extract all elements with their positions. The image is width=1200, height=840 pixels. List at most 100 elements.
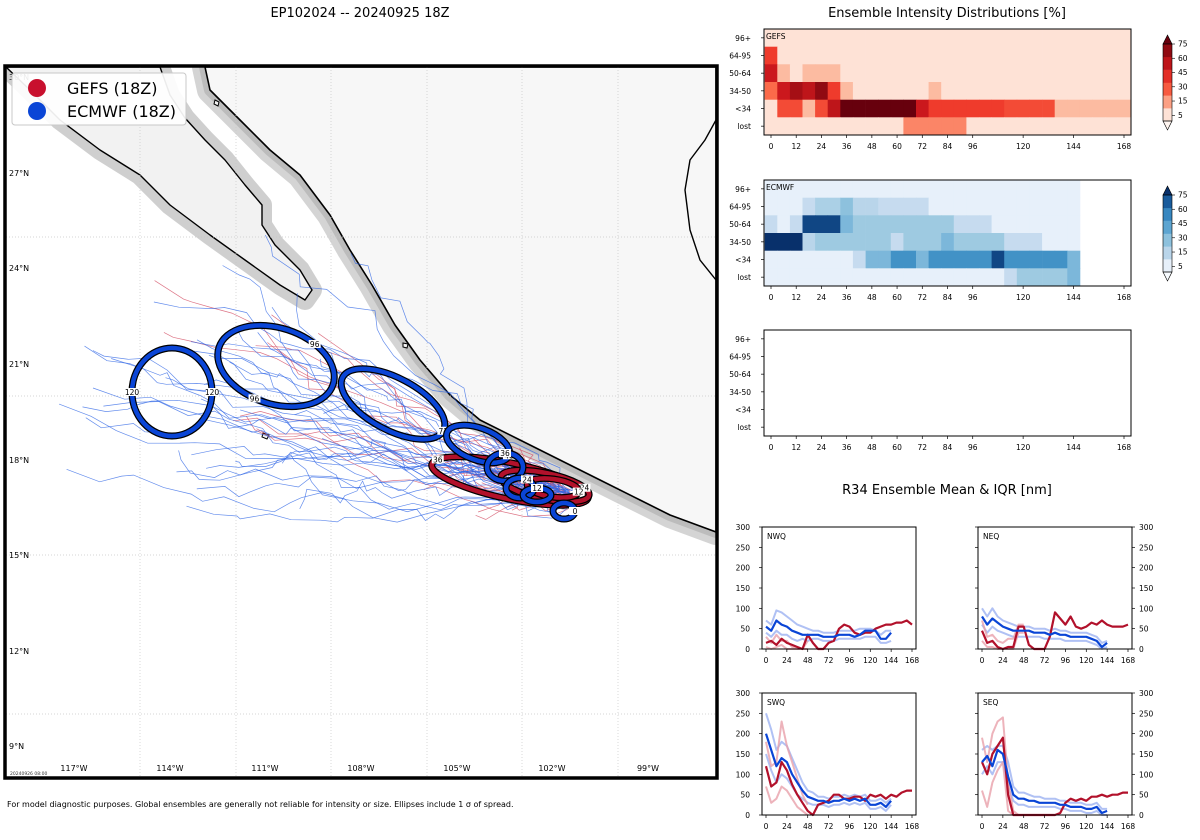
- r34-y-tick: 300: [736, 523, 751, 532]
- r34-x-tick: 24: [998, 656, 1008, 665]
- heatmap-x-tick: 168: [1117, 293, 1132, 302]
- heatmap-x-tick: 60: [892, 142, 902, 151]
- heatmap-cell: [1029, 99, 1043, 118]
- heatmap-x-tick: 24: [817, 293, 827, 302]
- heatmap-x-tick: 84: [943, 142, 953, 151]
- heatmap-cell: [789, 250, 803, 269]
- heatmap-cell: [865, 215, 879, 234]
- heatmap-row-label: 50-64: [729, 220, 751, 229]
- heatmap-cell: [890, 82, 904, 101]
- ellipse-label-bg: [531, 484, 543, 492]
- heatmap-cell: [1004, 268, 1018, 287]
- heatmap-x-tick: 72: [918, 142, 928, 151]
- heatmap-cell: [916, 233, 929, 252]
- heatmap-cell: [789, 46, 803, 65]
- heatmap-cell: [928, 268, 942, 287]
- heatmap-cell: [979, 64, 992, 83]
- heatmap-x-tick: 96: [968, 443, 978, 452]
- heatmap-cell: [1105, 64, 1119, 83]
- heatmap-cell: [764, 268, 778, 287]
- r34-x-tick: 0: [980, 822, 985, 831]
- ellipse-label-bg: [431, 455, 444, 464]
- r34-x-tick: 48: [1019, 822, 1029, 831]
- heatmap-row-label: 64-95: [729, 353, 751, 362]
- heatmap-cell: [1004, 82, 1018, 101]
- r34-x-tick: 24: [998, 822, 1008, 831]
- ecmwf-iqr-line: [765, 753, 892, 812]
- heatmap-cell: [890, 215, 904, 234]
- heatmap-cell: [815, 82, 829, 101]
- r34-x-tick: 168: [1121, 822, 1136, 831]
- heatmap-cell: [953, 117, 967, 136]
- r34-y-tick: 250: [1139, 543, 1154, 552]
- intensity-title: Ensemble Intensity Distributions [%]: [828, 6, 1066, 21]
- lat-label: 9°N: [9, 742, 24, 751]
- legend-gefs-label: GEFS (18Z): [67, 79, 157, 98]
- r34-x-tick: 0: [764, 822, 769, 831]
- heatmap-cell: [1042, 233, 1056, 252]
- heatmap-cell: [840, 64, 854, 83]
- r34-y-tick: 0: [745, 645, 750, 654]
- heatmap-cell: [916, 99, 929, 118]
- heatmap-cell: [903, 250, 917, 269]
- heatmap-cell: [1016, 29, 1030, 48]
- heatmap-cell: [840, 117, 854, 136]
- heatmap-cell: [1054, 99, 1068, 118]
- heatmap-cell: [928, 99, 942, 118]
- heatmap-cell: [815, 46, 829, 65]
- ellipse-label-bg: [499, 449, 511, 457]
- heatmap-cell: [852, 268, 866, 287]
- heatmap-cell: [815, 180, 829, 199]
- heatmap-cell: [1054, 197, 1068, 216]
- heatmap-cell: [827, 29, 841, 48]
- heatmap-cell: [764, 82, 778, 101]
- heatmap-cell: [1016, 268, 1030, 287]
- heatmap-cell: [802, 197, 816, 216]
- r34-y-tick: 200: [736, 730, 751, 739]
- heatmap-cell: [916, 215, 929, 234]
- heatmap-cell: [953, 46, 967, 65]
- r34-y-tick: 300: [1139, 689, 1154, 698]
- r34-y-tick: 100: [736, 770, 751, 779]
- heatmap-cell: [1029, 46, 1043, 65]
- ensemble-track: [299, 478, 573, 510]
- heatmap-cell: [852, 82, 866, 101]
- heatmap-cell: [903, 197, 917, 216]
- lon-label: 102°W: [538, 764, 565, 773]
- heatmap-cell: [1042, 29, 1056, 48]
- ensemble-track: [92, 350, 556, 506]
- r34-y-tick: 50: [1139, 625, 1149, 634]
- heatmap-cell: [1092, 117, 1106, 136]
- lon-label: 114°W: [156, 764, 183, 773]
- heatmap-x-tick: 12: [791, 142, 801, 151]
- heatmap-cell: [840, 46, 854, 65]
- heatmap-cell: [840, 29, 854, 48]
- heatmap-cell: [802, 215, 816, 234]
- heatmap-cell: [764, 117, 778, 136]
- island-3: [213, 99, 220, 107]
- heatmap-cell: [966, 29, 980, 48]
- heatmap-cell: [941, 117, 955, 136]
- r34-x-tick: 168: [905, 822, 920, 831]
- heatmap-cell: [764, 64, 778, 83]
- heatmap-cell: [1079, 29, 1093, 48]
- heatmap-cell: [1092, 64, 1106, 83]
- heatmap-row-label: 50-64: [729, 69, 751, 78]
- heatmap-cell: [1067, 250, 1081, 269]
- ellipse-hour-label: 24: [522, 475, 532, 484]
- heatmap-frame: [763, 329, 1132, 437]
- heatmap-cell: [928, 29, 942, 48]
- heatmap-cell: [966, 82, 980, 101]
- heatmap-cell: [815, 64, 829, 83]
- heatmap-x-tick: 12: [791, 293, 801, 302]
- heatmap-cell: [1029, 233, 1043, 252]
- track-map: 362412120120969672483624120 30°N27°N24°N…: [3, 64, 719, 780]
- heatmap-cell: [840, 215, 854, 234]
- heatmap-cell: [1117, 82, 1131, 101]
- heatmap-cell: [1054, 180, 1068, 199]
- heatmap-cell: [916, 64, 929, 83]
- heatmap-cell: [991, 268, 1005, 287]
- colorbar-tick-label: 45: [1178, 219, 1188, 228]
- heatmap-cell: [1016, 180, 1030, 199]
- r34-panel: NEQ 0 50 100 150 200 250 300 0 24 48 72 96 120 144 168: [975, 523, 1154, 665]
